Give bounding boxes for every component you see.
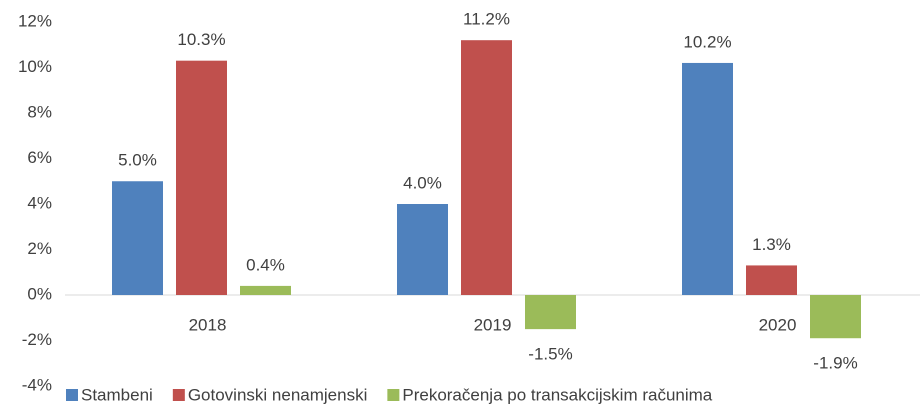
x-tick-label: 2019 <box>474 315 512 334</box>
bar <box>397 204 448 295</box>
y-tick-label: 6% <box>27 148 52 167</box>
x-tick-label: 2020 <box>759 315 797 334</box>
y-tick-label: 8% <box>27 102 52 121</box>
data-label: 5.0% <box>118 151 157 170</box>
y-tick-label: 2% <box>27 239 52 258</box>
bar <box>461 40 512 296</box>
y-tick-label: 4% <box>27 193 52 212</box>
bar <box>525 295 576 330</box>
data-label: -1.5% <box>528 345 572 364</box>
y-tick-label: -4% <box>22 375 52 394</box>
bar <box>112 181 163 295</box>
y-tick-label: 0% <box>27 284 52 303</box>
data-label: 10.2% <box>683 32 731 51</box>
x-tick-label: 2018 <box>189 315 227 334</box>
data-label: 0.4% <box>246 255 285 274</box>
legend-swatch <box>387 389 400 401</box>
data-label: 4.0% <box>403 173 442 192</box>
data-label: -1.9% <box>813 354 857 373</box>
data-label: 10.3% <box>177 30 225 49</box>
y-tick-label: 12% <box>18 11 52 30</box>
data-label: 1.3% <box>752 235 791 254</box>
legend-label: Prekoračenja po transakcijskim računima <box>402 385 712 404</box>
legend-swatch <box>172 389 185 401</box>
y-tick-label: 10% <box>18 57 52 76</box>
legend-swatch <box>66 389 78 401</box>
bar <box>682 62 733 296</box>
data-label: 11.2% <box>463 10 510 29</box>
bar <box>240 285 291 295</box>
legend-label: Gotovinski nenamjenski <box>188 385 368 404</box>
y-tick-label: -2% <box>22 330 52 349</box>
bar <box>810 295 861 339</box>
legend-label: Stambeni <box>81 385 153 404</box>
bar <box>176 60 227 295</box>
bar <box>746 265 797 295</box>
